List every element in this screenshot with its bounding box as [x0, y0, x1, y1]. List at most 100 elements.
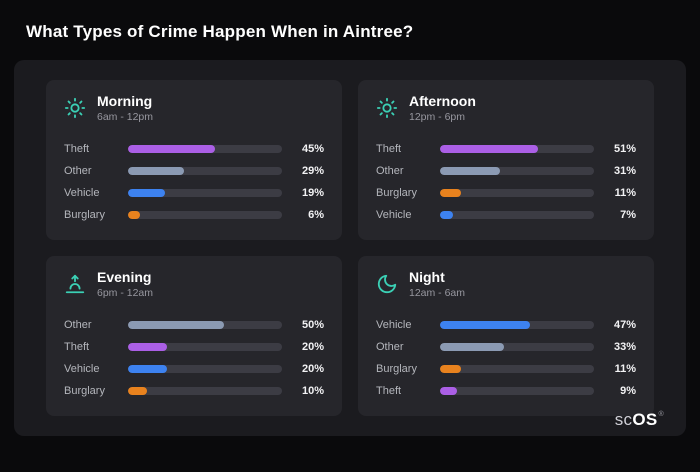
bar-value: 29%: [301, 165, 324, 178]
bar-fill: [440, 167, 500, 176]
bar-rows: Theft 51% Other 31% Burglary 11% Vehicle: [376, 138, 636, 226]
card-subtitle: 6pm - 12am: [97, 287, 154, 300]
bar-row: Theft 45%: [64, 138, 324, 160]
bar-row: Vehicle 20%: [64, 358, 324, 380]
bar-label: Theft: [64, 341, 90, 354]
brand-logo: scOS®: [615, 411, 664, 428]
evening-card-header: Evening 6pm - 12am: [64, 269, 324, 299]
card-title: Evening: [97, 269, 152, 285]
bar-row: Other 31%: [376, 160, 636, 182]
bar-label: Vehicle: [376, 319, 412, 332]
bar-row: Vehicle 19%: [64, 182, 324, 204]
afternoon-card-heading: Afternoon 12pm - 6pm: [409, 93, 476, 123]
morning-card: Morning 6am - 12pm Theft 45% Other 29% V…: [46, 80, 342, 240]
bar-fill: [440, 145, 539, 154]
bar-label: Other: [64, 319, 92, 332]
bar-row: Theft 51%: [376, 138, 636, 160]
dashboard-panel: Morning 6am - 12pm Theft 45% Other 29% V…: [14, 60, 686, 436]
bar-row: Other 50%: [64, 314, 324, 336]
bar-label: Theft: [376, 385, 402, 398]
bar-track: [440, 145, 594, 154]
bar-value: 9%: [620, 385, 636, 398]
bar-value: 6%: [308, 209, 324, 222]
bar-label: Vehicle: [64, 187, 100, 200]
bar-value: 20%: [301, 363, 324, 376]
bar-value: 33%: [613, 341, 636, 354]
bar-label: Theft: [376, 143, 402, 156]
card-title: Night: [409, 269, 445, 285]
bar-track: [128, 145, 282, 154]
bar-track: [128, 211, 282, 220]
bar-row: Theft 9%: [376, 380, 636, 402]
bar-track: [440, 365, 594, 374]
bar-value: 47%: [613, 319, 636, 332]
bar-row: Burglary 11%: [376, 358, 636, 380]
bar-value: 19%: [301, 187, 324, 200]
brand-suffix: OS: [632, 410, 658, 429]
bar-track: [440, 167, 594, 176]
bar-label: Vehicle: [64, 363, 100, 376]
morning-card-heading: Morning 6am - 12pm: [97, 93, 153, 123]
card-subtitle: 12am - 6am: [409, 287, 466, 300]
card-title: Morning: [97, 93, 153, 109]
sun-icon: [64, 97, 86, 119]
card-subtitle: 12pm - 6pm: [409, 111, 466, 124]
night-card-header: Night 12am - 6am: [376, 269, 636, 299]
bar-fill: [128, 365, 167, 374]
bar-rows: Theft 45% Other 29% Vehicle 19% Burglary: [64, 138, 324, 226]
evening-card-heading: Evening 6pm - 12am: [97, 269, 153, 299]
card-subtitle: 6am - 12pm: [97, 111, 154, 124]
bar-track: [128, 387, 282, 396]
bar-value: 50%: [301, 319, 324, 332]
sun-icon: [376, 97, 398, 119]
bar-value: 51%: [613, 143, 636, 156]
bar-label: Other: [376, 341, 404, 354]
bar-rows: Vehicle 47% Other 33% Burglary 11% Theft: [376, 314, 636, 402]
moon-icon: [376, 273, 398, 295]
bar-fill: [128, 167, 184, 176]
bar-fill: [128, 343, 167, 352]
bar-track: [128, 321, 282, 330]
night-card: Night 12am - 6am Vehicle 47% Other 33% B…: [358, 256, 654, 416]
bar-track: [128, 365, 282, 374]
brand-prefix: sc: [614, 410, 633, 429]
bar-value: 7%: [620, 209, 636, 222]
bar-value: 20%: [301, 341, 324, 354]
bar-track: [440, 321, 594, 330]
bar-fill: [440, 211, 454, 220]
bar-fill: [128, 189, 165, 198]
bar-track: [128, 189, 282, 198]
bar-fill: [128, 145, 215, 154]
sunset-icon: [64, 273, 86, 295]
bar-label: Burglary: [64, 209, 105, 222]
bar-label: Other: [64, 165, 92, 178]
bar-row: Burglary 10%: [64, 380, 324, 402]
bar-fill: [128, 211, 140, 220]
bar-label: Theft: [64, 143, 90, 156]
bar-track: [440, 343, 594, 352]
bar-row: Theft 20%: [64, 336, 324, 358]
bar-fill: [440, 321, 531, 330]
bar-label: Burglary: [376, 363, 417, 376]
bar-fill: [440, 387, 458, 396]
night-card-heading: Night 12am - 6am: [409, 269, 465, 299]
bar-value: 11%: [614, 187, 636, 200]
bar-fill: [440, 189, 462, 198]
bar-rows: Other 50% Theft 20% Vehicle 20% Burglary: [64, 314, 324, 402]
bar-row: Burglary 11%: [376, 182, 636, 204]
bar-track: [440, 387, 594, 396]
evening-card: Evening 6pm - 12am Other 50% Theft 20% V…: [46, 256, 342, 416]
bar-fill: [128, 321, 225, 330]
bar-value: 11%: [614, 363, 636, 376]
bar-value: 31%: [613, 165, 636, 178]
bar-track: [128, 167, 282, 176]
bar-label: Other: [376, 165, 404, 178]
bar-fill: [440, 365, 462, 374]
morning-card-header: Morning 6am - 12pm: [64, 93, 324, 123]
bar-track: [440, 211, 594, 220]
bar-row: Other 33%: [376, 336, 636, 358]
page-title: What Types of Crime Happen When in Aintr…: [26, 22, 414, 41]
afternoon-card: Afternoon 12pm - 6pm Theft 51% Other 31%…: [358, 80, 654, 240]
bar-track: [440, 189, 594, 198]
cards-grid: Morning 6am - 12pm Theft 45% Other 29% V…: [46, 80, 654, 416]
